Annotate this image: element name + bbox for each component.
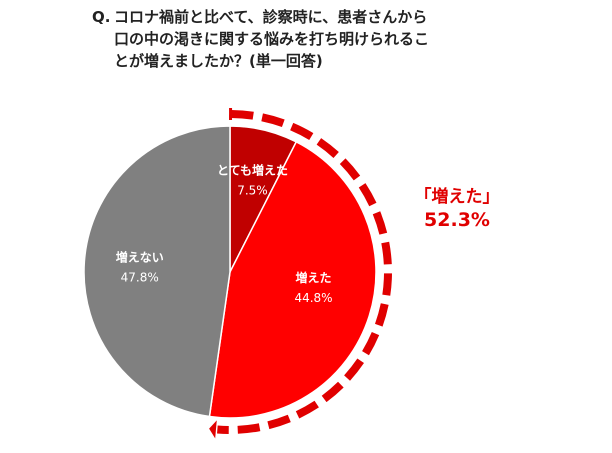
question-prefix: Q. <box>92 8 111 26</box>
pie-slices <box>83 125 377 419</box>
pie-slice-not-increased <box>83 125 231 418</box>
question-line-1: コロナ禍前と比べて、診察時に、患者さんから <box>114 8 428 26</box>
callout-value: 52.3% <box>424 209 490 231</box>
slice-label-very-increased: とても増えた <box>217 162 288 177</box>
slice-label-not-increased: 増えない <box>116 250 164 265</box>
highlight-arrow-head <box>209 420 217 439</box>
question-text: Q. コロナ禍前と比べて、診察時に、患者さんから 口の中の渇きに関する悩みを打ち明… <box>92 6 532 72</box>
question-line-2: 口の中の渇きに関する悩みを打ち明けられるこ <box>114 30 430 48</box>
pie-labels: とても増えた 7.5% 増えた 44.8% 増えない 47.8% <box>116 162 333 305</box>
increased-highlight-arc <box>209 107 392 439</box>
question-line-3: とが増えましたか？(単一回答) <box>114 52 323 70</box>
slice-value-not-increased: 47.8% <box>121 271 159 285</box>
increased-callout: 「増えた」 52.3% <box>412 186 502 232</box>
slice-label-increased: 増えた <box>296 270 332 285</box>
callout-label: 「増えた」 <box>414 187 500 207</box>
pie-slice-increased <box>208 140 377 419</box>
slice-value-increased: 44.8% <box>294 291 332 305</box>
highlight-dashed-arc <box>217 110 392 434</box>
slice-value-very-increased: 7.5% <box>237 183 268 197</box>
